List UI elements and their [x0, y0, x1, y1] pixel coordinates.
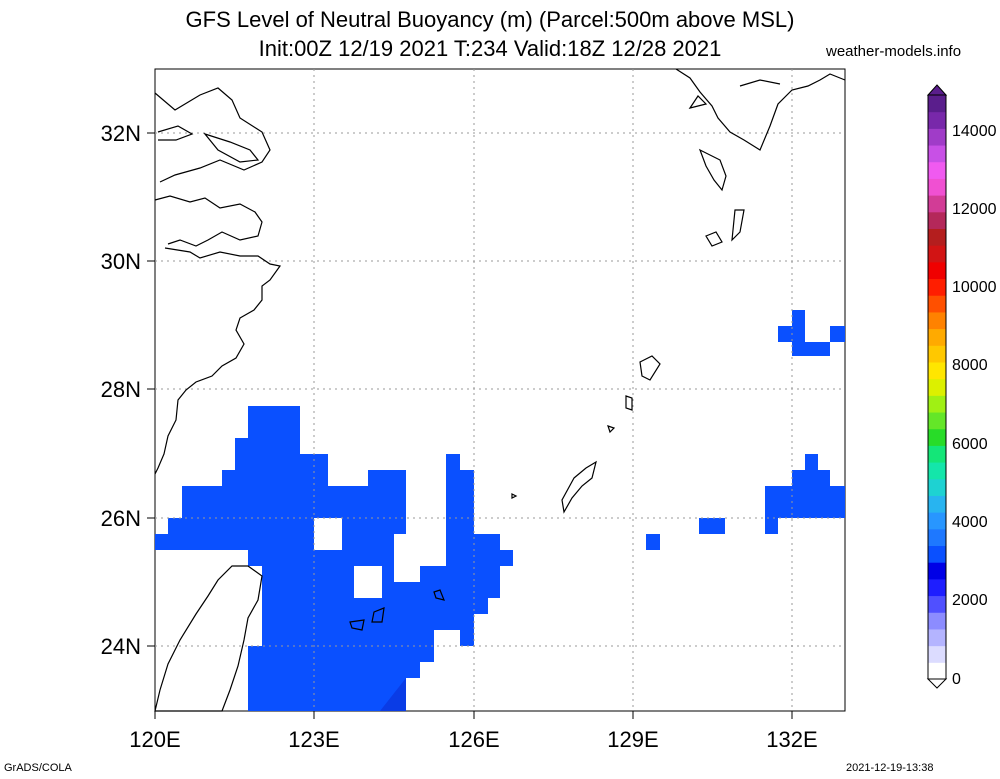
lon-label: 132E — [766, 727, 817, 752]
colorbar-segment — [928, 278, 946, 296]
colorbar-segment — [928, 195, 946, 213]
footer-left: GrADS/COLA — [4, 762, 72, 774]
colorbar-label: 14000 — [952, 123, 997, 140]
colorbar-frame — [927, 94, 947, 680]
taiwan-coast — [154, 565, 263, 712]
plot-frame — [154, 68, 846, 712]
colorbar-segment — [928, 395, 946, 413]
title-line-1: GFS Level of Neutral Buoyancy (m) (Parce… — [185, 7, 795, 32]
lat-label: 32N — [101, 121, 141, 146]
colorbar-segment — [928, 412, 946, 430]
lnb-fill-west — [155, 406, 513, 711]
colorbar-label: 12000 — [952, 201, 997, 218]
colorbar-label: 4000 — [952, 514, 988, 531]
colorbar-label: 8000 — [952, 357, 988, 374]
lat-label: 30N — [101, 249, 141, 274]
colorbar-label: 6000 — [952, 436, 988, 453]
title-line-2: Init:00Z 12/19 2021 T:234 Valid:18Z 12/2… — [258, 36, 722, 61]
lnb-fill-cell — [646, 534, 660, 550]
lnb-fill-darker — [380, 678, 406, 711]
colorbar-labels: 0 2000 4000 6000 8000 10000 12000 14000 — [952, 123, 997, 688]
colorbar-segment — [928, 645, 946, 663]
lat-label: 24N — [101, 634, 141, 659]
colorbar-segment — [928, 528, 946, 547]
kyushu-coast — [675, 68, 846, 192]
colorbar-segment — [928, 495, 946, 513]
colorbar-segment — [928, 261, 946, 280]
colorbar-segment — [928, 428, 946, 446]
colorbar-segment — [928, 578, 946, 597]
lon-label: 123E — [288, 727, 339, 752]
colorbar-segment — [928, 562, 946, 580]
colorbar-top-triangle — [926, 84, 948, 96]
colorbar-segment — [928, 111, 946, 129]
lnb-fill-area — [155, 310, 845, 711]
lat-label: 26N — [101, 506, 141, 531]
colorbar-bottom-triangle — [926, 678, 948, 689]
colorbar-segment — [928, 595, 946, 613]
colorbar-segment — [928, 478, 946, 496]
lnb-fill-cell — [699, 518, 725, 534]
colorbar-segment — [928, 245, 946, 263]
colorbar-segment — [928, 95, 946, 113]
lon-label: 120E — [129, 727, 180, 752]
colorbar-segment — [928, 662, 946, 680]
site-label[interactable]: weather-models.info — [826, 43, 962, 60]
colorbar-segment — [928, 612, 946, 630]
footer-right: 2021-12-19-13:38 — [846, 762, 934, 774]
colorbar-segment — [928, 628, 946, 647]
colorbar-label: 10000 — [952, 279, 997, 296]
colorbar-segment — [928, 545, 946, 563]
colorbar-segment — [928, 378, 946, 396]
colorbar-segment — [928, 328, 946, 346]
colorbar-segment — [928, 445, 946, 463]
grid-lines — [155, 69, 845, 711]
colorbar-segment — [928, 178, 946, 196]
colorbar-segment — [928, 211, 946, 229]
coastlines — [154, 68, 846, 712]
colorbar-segment — [928, 462, 946, 480]
lnb-fill-northeast — [778, 310, 845, 356]
axis-ticks — [147, 132, 793, 719]
colorbar: 0 2000 4000 6000 8000 10000 12000 14000 — [926, 84, 997, 689]
colorbar-segment — [928, 161, 946, 179]
lon-label: 129E — [607, 727, 658, 752]
colorbar-segment — [928, 345, 946, 363]
colorbar-segment — [928, 228, 946, 246]
colorbar-segment — [928, 361, 946, 380]
colorbar-segment — [928, 145, 946, 163]
island-chain — [349, 209, 745, 631]
lon-label: 126E — [448, 727, 499, 752]
colorbar-segment — [928, 128, 946, 146]
lat-label: 28N — [101, 377, 141, 402]
colorbar-label: 0 — [952, 671, 961, 688]
axis-labels: 120E 123E 126E 129E 132E 24N 26N 28N 30N… — [101, 121, 818, 752]
colorbar-label: 2000 — [952, 592, 988, 609]
colorbar-segment — [928, 311, 946, 330]
colorbar-segment — [928, 295, 946, 313]
lnb-fill-east — [765, 454, 845, 534]
colorbar-segment — [928, 512, 946, 530]
china-coast — [154, 87, 282, 475]
colorbar-segments — [928, 95, 946, 680]
